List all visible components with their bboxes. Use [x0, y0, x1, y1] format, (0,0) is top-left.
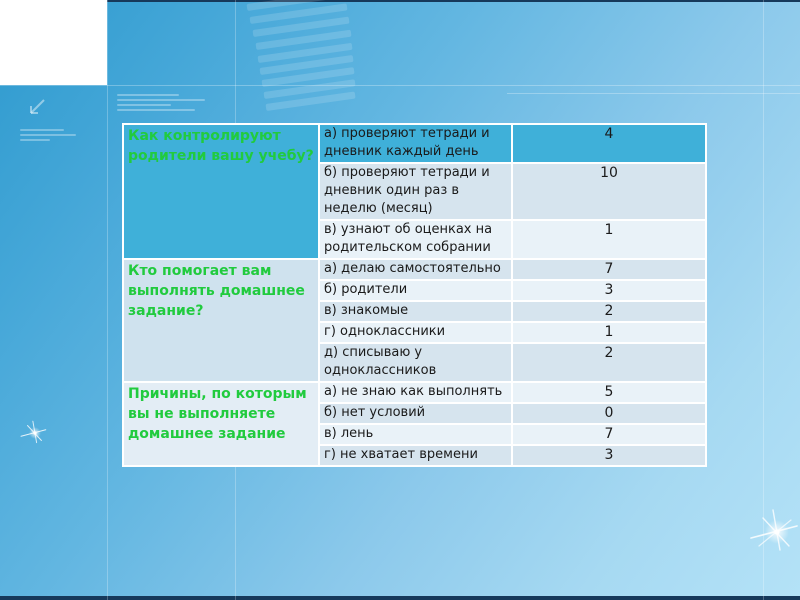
answer-cell: б) проверяют тетради и дневник один раз … — [324, 165, 490, 216]
answer-cell: а) делаю самостоятельно — [324, 261, 501, 276]
question-group-parent-control: Как контролируют родители вашу учебу? а)… — [124, 125, 705, 258]
count-cell: 0 — [511, 404, 705, 423]
table-row: г) не хватает времени 3 — [320, 444, 705, 465]
table-row: г) одноклассники 1 — [320, 321, 705, 342]
count-cell: 5 — [511, 383, 705, 402]
answer-cell: а) проверяют тетради и дневник каждый де… — [324, 126, 490, 159]
table-row: а) проверяют тетради и дневник каждый де… — [320, 125, 705, 162]
arrow-down-left-icon — [30, 99, 45, 114]
answer-cell: г) одноклассники — [324, 324, 446, 339]
table-row: б) проверяют тетради и дневник один раз … — [320, 162, 705, 219]
answer-cell: в) лень — [324, 426, 374, 441]
count-cell: 3 — [511, 281, 705, 300]
grid-hline — [0, 85, 800, 86]
table-row: б) нет условий 0 — [320, 402, 705, 423]
fine-print-lines — [20, 129, 80, 144]
grid-hline — [507, 93, 800, 94]
answer-cell: в) узнают об оценках на родительском соб… — [324, 222, 493, 255]
answer-cell: а) не знаю как выполнять — [324, 384, 503, 399]
table-row: а) не знаю как выполнять 5 — [320, 383, 705, 402]
grid-vline — [107, 0, 108, 600]
answer-cell: в) знакомые — [324, 303, 409, 318]
question-cell: Как контролируют родители вашу учебу? — [124, 125, 320, 258]
table-row: б) родители 3 — [320, 279, 705, 300]
count-cell: 1 — [511, 323, 705, 342]
sparkle-decoration — [750, 509, 798, 551]
count-cell: 2 — [511, 302, 705, 321]
survey-table: Как контролируют родители вашу учебу? а)… — [122, 123, 707, 467]
table-row: д) списываю у одноклассников 2 — [320, 342, 705, 381]
corner-white-panel — [0, 0, 107, 85]
answer-cell: г) не хватает времени — [324, 447, 478, 462]
question-cell: Причины, по которым вы не выполняете дом… — [124, 383, 320, 465]
count-cell: 7 — [511, 260, 705, 279]
fine-print-lines — [117, 94, 209, 114]
count-cell: 4 — [511, 125, 705, 162]
count-cell: 10 — [511, 164, 705, 219]
question-cell: Кто помогает вам выполнять домашнее зада… — [124, 260, 320, 381]
table-row: в) лень 7 — [320, 423, 705, 444]
answer-cell: б) родители — [324, 282, 408, 297]
radial-stripes-decoration — [246, 0, 356, 111]
top-edge-strip — [0, 0, 800, 2]
table-row: в) узнают об оценках на родительском соб… — [320, 219, 705, 258]
question-group-homework-skip-reasons: Причины, по которым вы не выполняете дом… — [124, 381, 705, 465]
table-row: а) делаю самостоятельно 7 — [320, 260, 705, 279]
count-cell: 7 — [511, 425, 705, 444]
count-cell: 3 — [511, 446, 705, 465]
answer-cell: б) нет условий — [324, 405, 426, 420]
count-cell: 2 — [511, 344, 705, 381]
grid-vline — [763, 0, 764, 600]
answer-cell: д) списываю у одноклассников — [324, 345, 437, 378]
bottom-edge-strip — [0, 596, 800, 600]
count-cell: 1 — [511, 221, 705, 258]
question-group-homework-help: Кто помогает вам выполнять домашнее зада… — [124, 258, 705, 381]
table-row: в) знакомые 2 — [320, 300, 705, 321]
sparkle-decoration — [20, 420, 47, 444]
